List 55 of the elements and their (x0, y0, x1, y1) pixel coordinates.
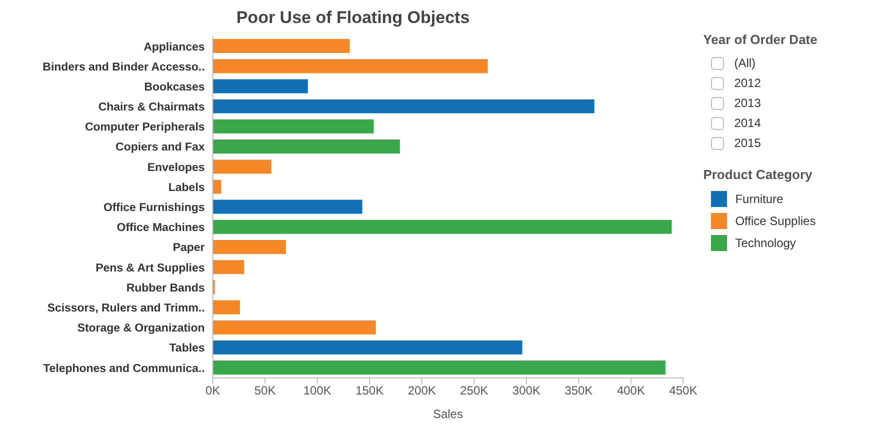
legend-label: Technology (735, 236, 796, 250)
legend-label: Furniture (735, 192, 784, 206)
y-tick-label: Appliances (144, 41, 205, 54)
legend-title: Product Category (703, 167, 814, 182)
y-tick-label: Copiers and Fax (116, 142, 206, 154)
x-tick-label: 450K (669, 383, 698, 398)
bar (212, 260, 244, 274)
y-tick-label: Envelopes (147, 162, 205, 174)
bar (212, 39, 350, 54)
x-axis-title: Sales (433, 406, 463, 421)
y-tick-label: Binders and Binder Accesso.. (42, 61, 205, 74)
text: 2013 (734, 96, 761, 110)
x-tick-label: 400K (616, 383, 645, 398)
bar (212, 320, 376, 334)
y-tick-label: Paper (172, 242, 206, 254)
y-tick-label: Chairs & Chairmats (98, 102, 205, 114)
y-tick-label: Office Furnishings (103, 202, 205, 214)
x-tick-label: 250K (460, 383, 488, 398)
x-tick-label: 100K (303, 383, 332, 398)
y-tick-label: Pens & Art Supplies (96, 262, 205, 274)
text: 2014 (734, 116, 761, 130)
bar (212, 119, 374, 134)
y-tick-label: Telephones and Communica.. (43, 362, 205, 375)
text: 2015 (734, 136, 761, 150)
x-tick-label: 50K (254, 383, 276, 398)
y-tick-label: Bookcases (144, 81, 205, 94)
y-tick-label: Office Machines (116, 222, 205, 234)
y-tick-label: Tables (169, 342, 205, 355)
bar (212, 340, 522, 354)
bar (212, 220, 672, 234)
y-tick-label: Computer Peripherals (84, 122, 205, 134)
text: Year of Order Date (703, 32, 818, 47)
legend-label: Office Supplies (735, 214, 816, 228)
bar (212, 240, 286, 254)
text: 2012 (734, 76, 761, 90)
bar (212, 300, 240, 314)
x-tick-label: 150K (356, 383, 384, 398)
bar (212, 360, 666, 375)
y-tick-label: Scissors, Rulers and Trimm.. (47, 302, 205, 314)
bar (212, 59, 488, 74)
x-tick-label: 200K (408, 383, 436, 398)
bar (212, 79, 308, 94)
bar (212, 160, 272, 174)
y-tick-label: Labels (168, 182, 205, 194)
x-tick-label: 350K (564, 383, 593, 398)
x-tick-label: 0K (205, 383, 220, 398)
bar (212, 180, 222, 194)
text: (All) (734, 56, 756, 70)
x-tick-label: 300K (512, 383, 540, 398)
y-tick-label: Storage & Organization (77, 322, 205, 335)
bar (212, 99, 594, 114)
y-tick-label: Rubber Bands (126, 282, 205, 294)
chart-title: Poor Use of Floating Objects (235, 8, 471, 29)
bar (212, 200, 362, 214)
bar (212, 140, 400, 154)
